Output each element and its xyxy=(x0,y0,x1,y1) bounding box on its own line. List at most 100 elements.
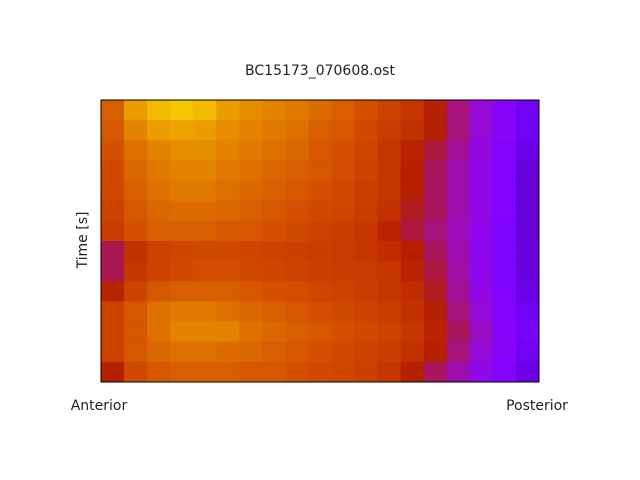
heatmap-cell xyxy=(308,341,333,363)
heatmap-cell xyxy=(354,281,379,302)
heatmap-cell xyxy=(446,200,471,222)
heatmap-cell xyxy=(469,220,494,242)
heatmap-cell xyxy=(193,200,217,222)
heatmap-cell xyxy=(331,301,356,323)
heatmap-cell xyxy=(423,120,448,141)
heatmap-cell xyxy=(170,261,194,282)
heatmap-cell xyxy=(377,180,402,202)
heatmap-cell xyxy=(331,180,356,202)
heatmap-cell xyxy=(400,301,425,323)
heatmap-cell xyxy=(400,321,425,343)
heatmap-cell xyxy=(147,281,171,302)
heatmap-cell xyxy=(170,361,194,383)
heatmap-cell xyxy=(400,200,425,222)
heatmap-cell xyxy=(308,160,333,182)
heatmap-cell xyxy=(446,341,471,363)
heatmap-cell xyxy=(147,120,171,141)
heatmap-cell xyxy=(331,160,356,182)
heatmap xyxy=(101,100,540,383)
heatmap-cell xyxy=(239,180,263,202)
heatmap-cell xyxy=(446,321,471,343)
heatmap-cell xyxy=(124,140,148,161)
heatmap-cell xyxy=(285,321,309,343)
heatmap-cell xyxy=(469,241,494,262)
heatmap-cell xyxy=(262,100,286,121)
heatmap-cell xyxy=(377,361,402,383)
heatmap-cell xyxy=(262,140,286,161)
heatmap-cell xyxy=(193,140,217,161)
heatmap-cell xyxy=(216,341,240,363)
heatmap-cell xyxy=(400,140,425,161)
heatmap-cell xyxy=(492,361,517,383)
heatmap-cell xyxy=(354,160,379,182)
heatmap-cell xyxy=(377,281,402,302)
heatmap-cell xyxy=(331,261,356,282)
heatmap-cell xyxy=(492,241,517,262)
heatmap-cell xyxy=(193,120,217,141)
heatmap-cell xyxy=(216,220,240,242)
heatmap-cell xyxy=(239,321,263,343)
heatmap-cell xyxy=(216,361,240,383)
heatmap-cell xyxy=(377,160,402,182)
heatmap-cell xyxy=(262,160,286,182)
heatmap-cell xyxy=(147,261,171,282)
heatmap-cell xyxy=(193,261,217,282)
heatmap-cell xyxy=(446,140,471,161)
heatmap-cell xyxy=(331,120,356,141)
heatmap-cell xyxy=(101,241,125,262)
heatmap-cell xyxy=(377,321,402,343)
heatmap-cell xyxy=(423,361,448,383)
heatmap-cell xyxy=(469,341,494,363)
heatmap-cell xyxy=(331,281,356,302)
heatmap-cell xyxy=(101,120,125,141)
heatmap-cell xyxy=(469,321,494,343)
heatmap-cell xyxy=(216,160,240,182)
heatmap-cell xyxy=(308,321,333,343)
heatmap-cell xyxy=(492,160,517,182)
heatmap-cell xyxy=(101,361,125,383)
heatmap-cell xyxy=(239,241,263,262)
heatmap-cell xyxy=(170,100,194,121)
heatmap-cell xyxy=(492,220,517,242)
heatmap-cell xyxy=(423,180,448,202)
heatmap-cell xyxy=(285,180,309,202)
heatmap-cell xyxy=(515,241,540,262)
heatmap-cell xyxy=(216,180,240,202)
heatmap-cell xyxy=(354,180,379,202)
heatmap-cell xyxy=(492,281,517,302)
heatmap-cell xyxy=(239,261,263,282)
heatmap-cell xyxy=(147,180,171,202)
heatmap-cell xyxy=(446,361,471,383)
heatmap-cell xyxy=(446,100,471,121)
heatmap-cell xyxy=(492,200,517,222)
heatmap-cell xyxy=(308,120,333,141)
heatmap-cell xyxy=(101,301,125,323)
heatmap-cell xyxy=(377,241,402,262)
heatmap-cell xyxy=(377,261,402,282)
heatmap-cell xyxy=(239,120,263,141)
heatmap-cell xyxy=(285,241,309,262)
heatmap-cell xyxy=(400,120,425,141)
heatmap-cell xyxy=(262,361,286,383)
heatmap-cell xyxy=(124,241,148,262)
heatmap-cell xyxy=(400,281,425,302)
heatmap-cell xyxy=(124,361,148,383)
heatmap-cell xyxy=(239,100,263,121)
heatmap-cell xyxy=(492,120,517,141)
heatmap-cell xyxy=(124,200,148,222)
heatmap-cell xyxy=(331,100,356,121)
heatmap-cell xyxy=(400,100,425,121)
heatmap-cell xyxy=(170,120,194,141)
heatmap-cell xyxy=(400,261,425,282)
heatmap-cell xyxy=(308,361,333,383)
heatmap-cell xyxy=(469,160,494,182)
heatmap-cell xyxy=(354,100,379,121)
heatmap-cell xyxy=(239,341,263,363)
heatmap-cell xyxy=(170,200,194,222)
heatmap-cell xyxy=(423,281,448,302)
heatmap-cell xyxy=(285,200,309,222)
heatmap-cell xyxy=(446,160,471,182)
heatmap-cell xyxy=(400,180,425,202)
heatmap-cell xyxy=(515,321,540,343)
heatmap-cell xyxy=(492,180,517,202)
